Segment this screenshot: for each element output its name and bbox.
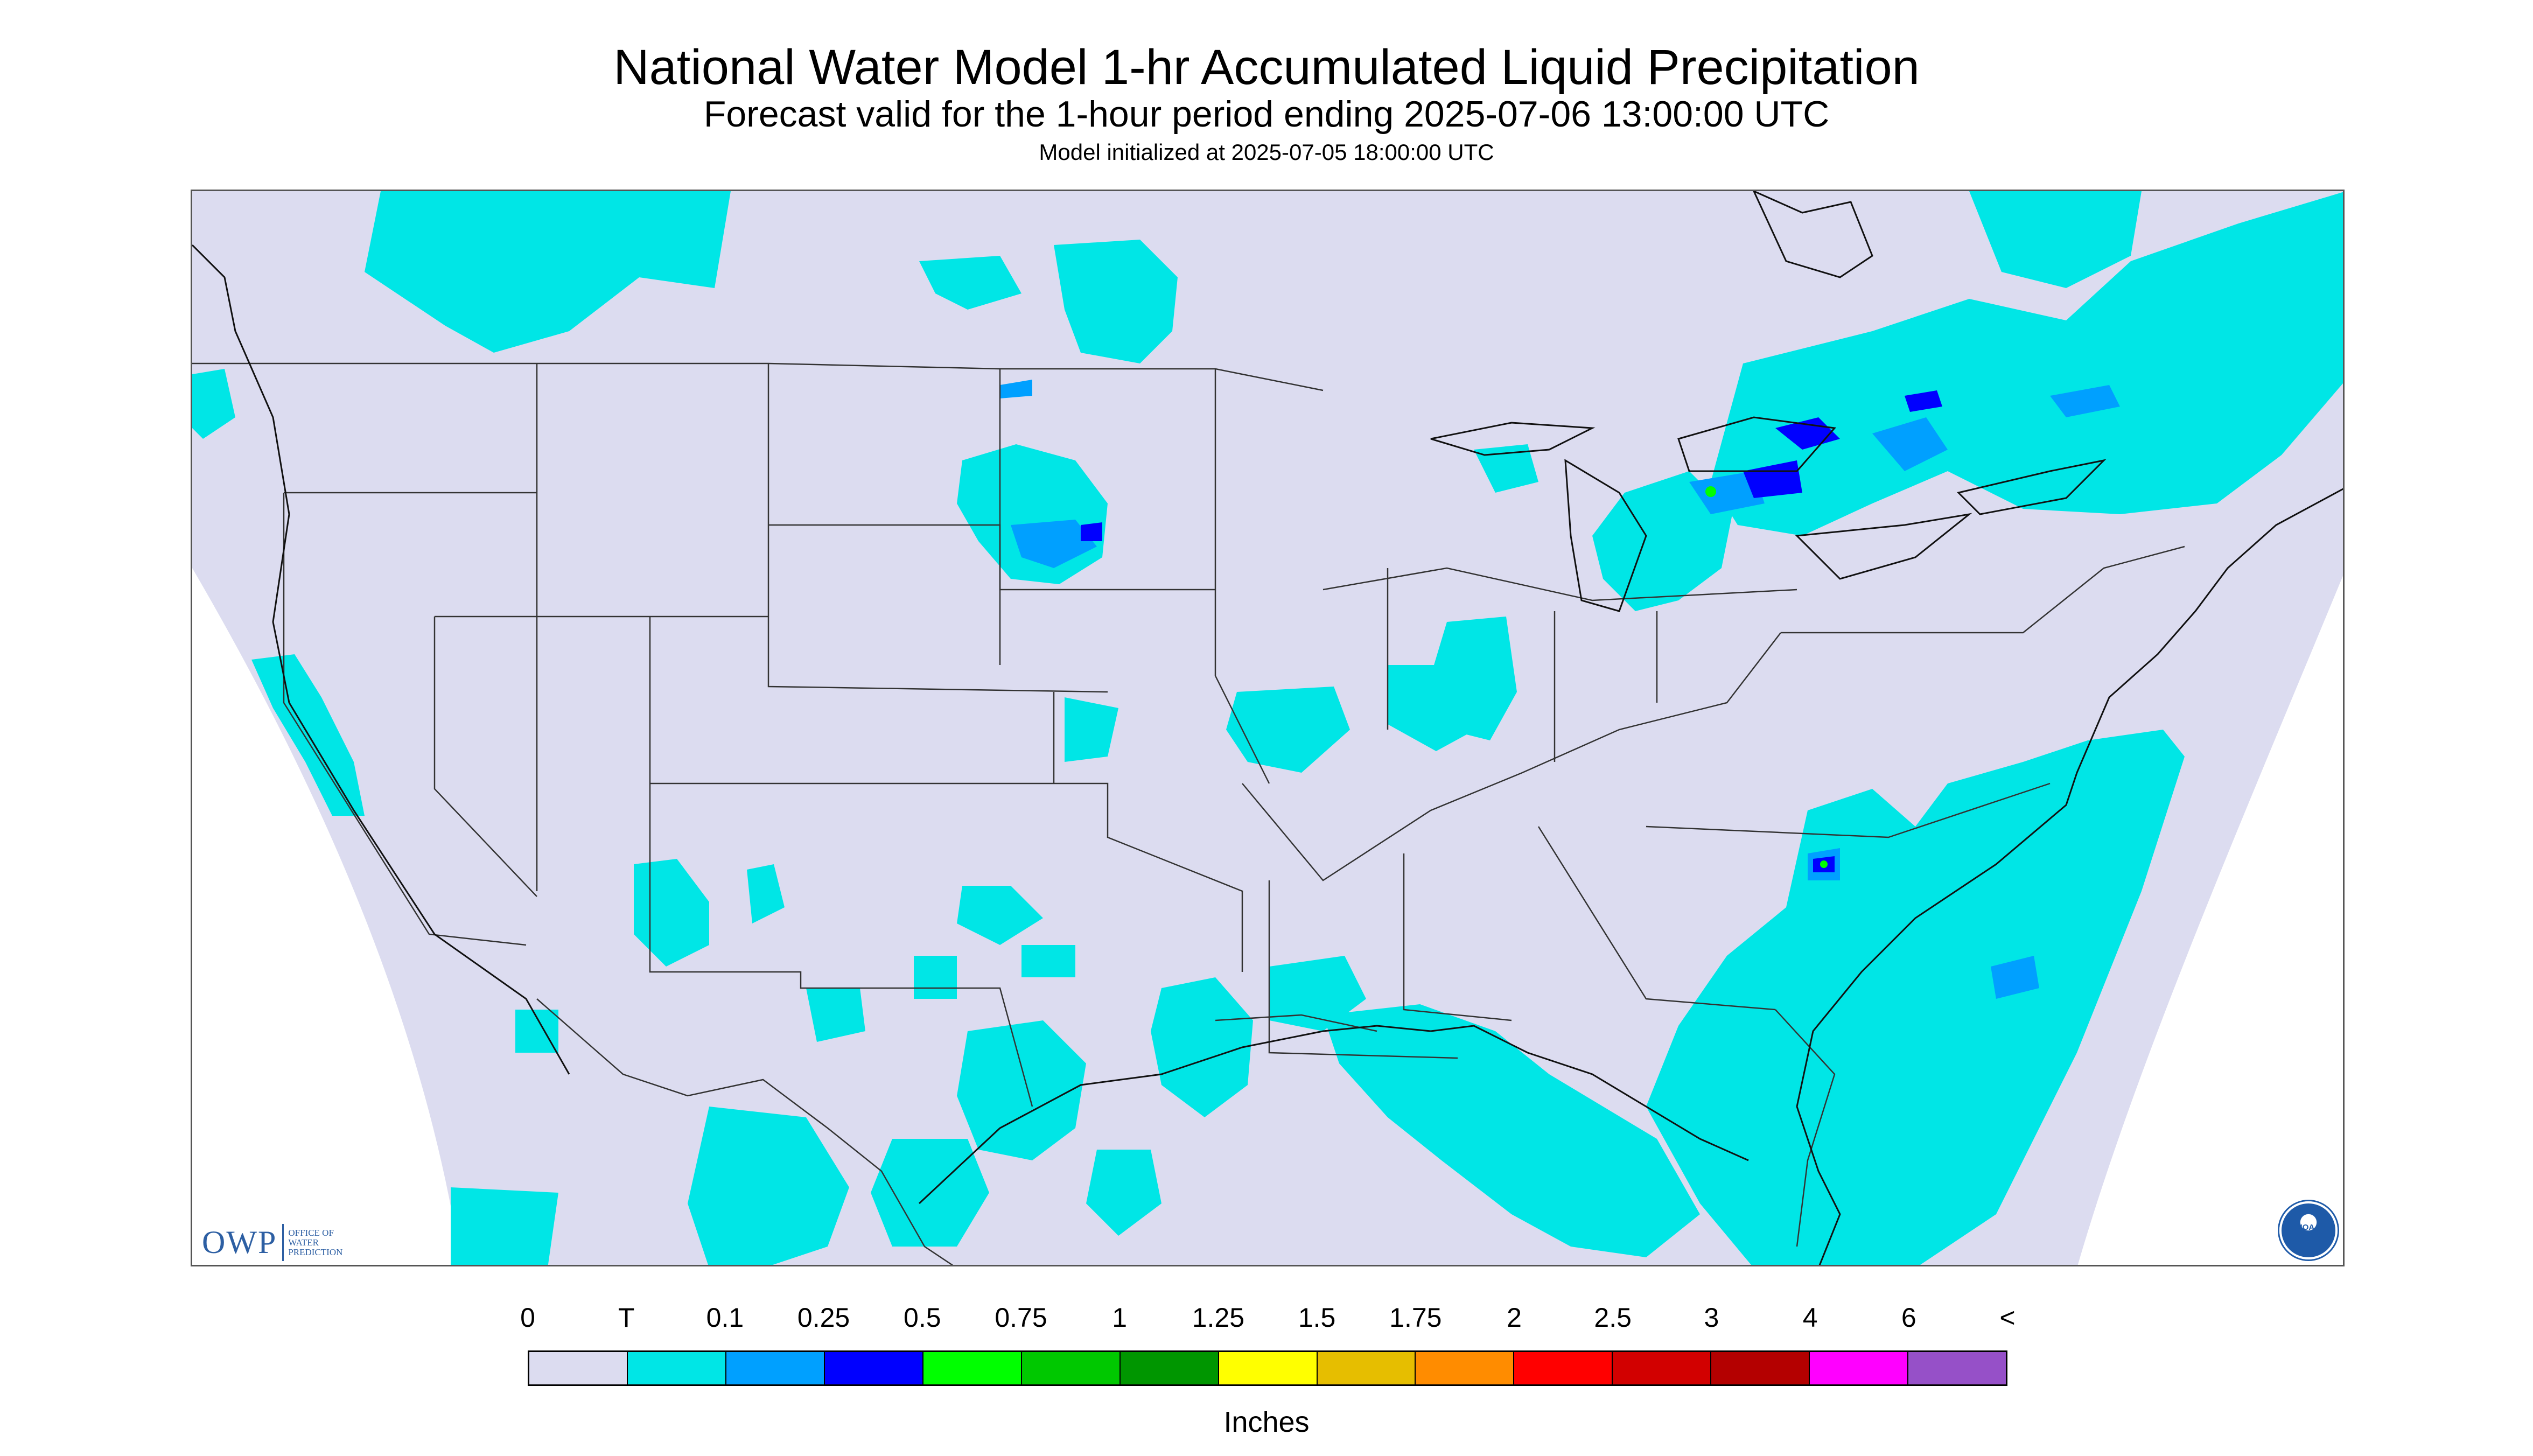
- political-boundaries: [192, 362, 2185, 1265]
- legend-tick-label: 2: [1507, 1303, 1522, 1333]
- precip-heavy-areas: [1705, 486, 1828, 868]
- legend-swatch: [1908, 1352, 2006, 1384]
- legend-tick-label: 1.5: [1298, 1303, 1336, 1333]
- legend-swatch: [1711, 1352, 1810, 1384]
- legend-swatch: [1613, 1352, 1712, 1384]
- legend-tick-label: 0.5: [904, 1303, 941, 1333]
- legend-swatch: [726, 1352, 825, 1384]
- legend-swatch: [1317, 1352, 1416, 1384]
- legend-tick-label: 0.75: [995, 1303, 1047, 1333]
- legend-swatch: [627, 1352, 726, 1384]
- map-canvas: [192, 191, 2343, 1265]
- legend-tick-label: 2.5: [1594, 1303, 1632, 1333]
- legend-tick-label: <: [1999, 1303, 2016, 1333]
- noaa-logo: NOAA: [2279, 1201, 2338, 1259]
- model-init-text: Model initialized at 2025-07-05 18:00:00…: [1039, 139, 1494, 165]
- noaa-logo-text: NOAA: [2296, 1223, 2321, 1232]
- legend-swatch: [1514, 1352, 1613, 1384]
- legend-swatch: [1416, 1352, 1515, 1384]
- legend-swatch: [923, 1352, 1022, 1384]
- legend-tick-label: 1.75: [1389, 1303, 1442, 1333]
- precip-moderate-areas: [1081, 390, 1942, 872]
- legend-tick-label: 0.25: [797, 1303, 850, 1333]
- legend-tick-label: 1: [1112, 1303, 1128, 1333]
- color-legend: [528, 1350, 2007, 1386]
- legend-swatch: [1120, 1352, 1219, 1384]
- legend-tick-label: 1.25: [1192, 1303, 1245, 1333]
- legend-tick-label: T: [618, 1303, 635, 1333]
- owp-logo: OWP Office of Water Prediction: [202, 1224, 347, 1261]
- chart-title: National Water Model 1-hr Accumulated Li…: [613, 40, 1920, 95]
- legend-labels: 0 T 0.1 0.25 0.5 0.75 1 1.25 1.5 1.75 2 2.5 3 4 6 <: [0, 1302, 2533, 1334]
- legend-tick-label: 4: [1802, 1303, 1818, 1333]
- legend-tick-label: 3: [1704, 1303, 1719, 1333]
- owp-logo-mark: OWP: [202, 1224, 284, 1261]
- coastlines: [192, 191, 2343, 1265]
- precipitation-map[interactable]: OWP Office of Water Prediction NOAA: [191, 190, 2345, 1266]
- owp-logo-text: Office of Water Prediction: [288, 1227, 343, 1257]
- legend-swatch: [529, 1352, 628, 1384]
- legend-swatch: [824, 1352, 923, 1384]
- precip-trace-areas: [192, 191, 2343, 1265]
- forecast-valid-subtitle: Forecast valid for the 1-hour period end…: [703, 94, 1830, 135]
- legend-tick-label: 6: [1901, 1303, 1916, 1333]
- legend-swatch: [1810, 1352, 1909, 1384]
- legend-swatch: [1021, 1352, 1121, 1384]
- legend-tick-label: 0: [520, 1303, 535, 1333]
- legend-units: Inches: [1223, 1406, 1310, 1438]
- legend-tick-label: 0.1: [706, 1303, 744, 1333]
- legend-swatch: [1219, 1352, 1318, 1384]
